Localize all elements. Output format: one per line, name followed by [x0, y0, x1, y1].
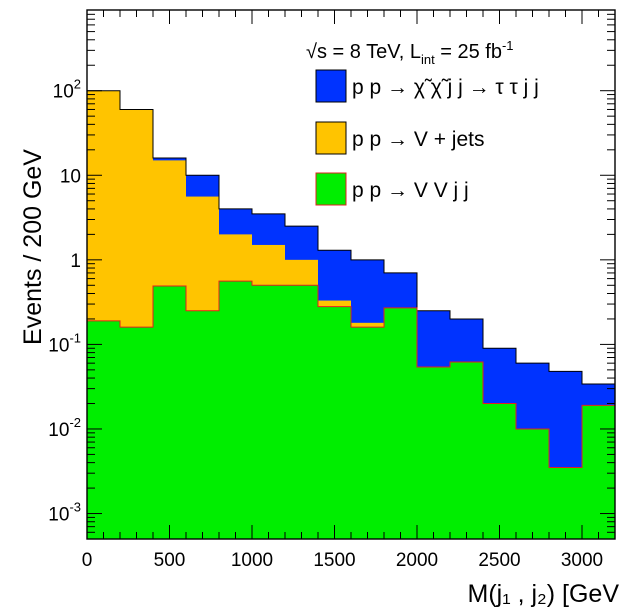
bin-3-16 [582, 405, 615, 539]
legend-swatch [315, 172, 347, 206]
bin-3-8 [318, 306, 351, 539]
y-tick-label: 102 [53, 77, 81, 103]
y-tick-label: 10 [60, 166, 81, 187]
x-tick-label: 1000 [231, 550, 273, 571]
bin-3-9 [351, 327, 384, 539]
bin-3-6 [252, 285, 285, 539]
luminosity-annotation: √s = 8 TeV, Lint = 25 fb-1 [306, 38, 514, 67]
x-tick-label: 1500 [313, 550, 355, 571]
x-tick-label: 3000 [561, 550, 603, 571]
bin-3-11 [417, 367, 450, 539]
histogram-bars [86, 90, 616, 540]
y-tick-label: 10-3 [48, 500, 81, 526]
x-tick-label: 0 [82, 550, 93, 571]
x-axis-ticks: 0 500 1000 1500 2000 2500 3000 [82, 10, 616, 571]
bin-3-12 [450, 361, 483, 539]
x-tick-label: 2000 [396, 550, 438, 571]
series-3-bins [87, 281, 615, 539]
x-tick-label: 2500 [478, 550, 520, 571]
legend-swatch [315, 121, 347, 155]
y-axis-title: Events / 200 GeV [19, 149, 47, 345]
total-outline [86, 90, 616, 539]
y-tick-label: 10-1 [48, 330, 81, 356]
series-3-outline [87, 280, 615, 469]
bin-3-5 [219, 281, 252, 539]
x-axis-title: M(j₁ , j₂) [GeV [468, 580, 620, 608]
y-tick-label: 1 [70, 251, 81, 272]
bin-3-7 [285, 285, 318, 539]
bin-3-13 [483, 403, 516, 539]
bin-3-2 [120, 327, 153, 539]
bin-3-4 [186, 310, 219, 539]
bin-3-15 [549, 467, 582, 539]
y-axis-ticks: 10-3 10-2 10-1 1 10 102 [48, 9, 615, 540]
legend-swatch [315, 69, 347, 103]
legend-label: p p → V V j j [352, 179, 469, 202]
x-tick-label: 500 [154, 550, 186, 571]
bin-3-1 [87, 320, 120, 539]
bin-3-3 [153, 286, 186, 539]
legend: p p → χ̃ χ̃ j j → τ τ j j p p → V + jets p… [315, 69, 539, 206]
bin-3-10 [384, 307, 417, 539]
legend-label: p p → χ̃ χ̃ j j → τ τ j j [352, 76, 539, 99]
y-tick-label: 10-2 [48, 415, 81, 441]
bin-3-14 [516, 428, 549, 539]
legend-label: p p → V + jets [352, 128, 484, 151]
